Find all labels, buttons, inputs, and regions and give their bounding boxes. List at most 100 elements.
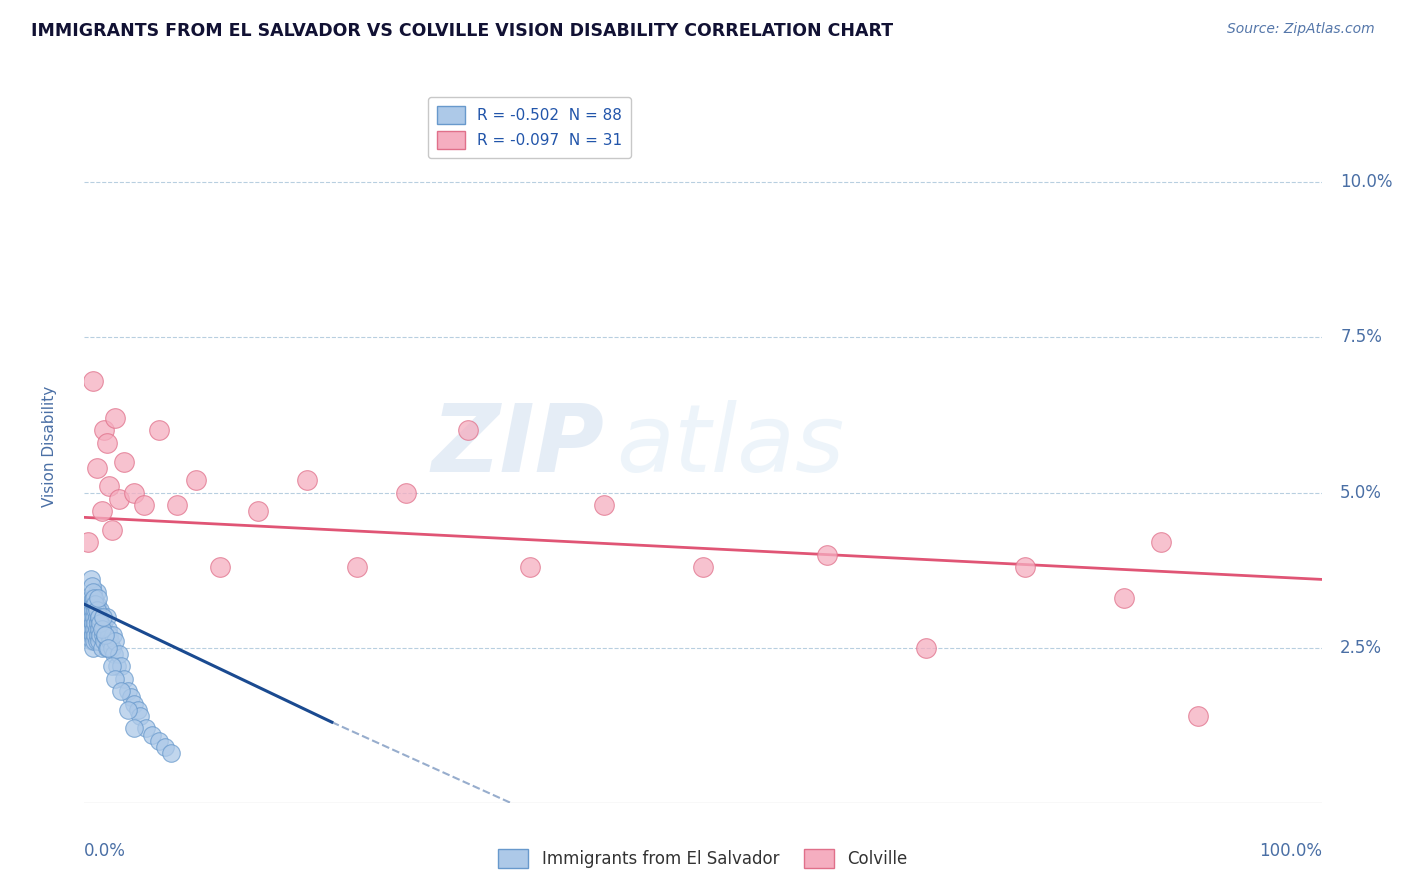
Point <box>100 523 122 537</box>
Point <box>86 597 108 611</box>
Point <box>77 615 100 630</box>
Point <box>84 597 107 611</box>
Point <box>104 672 127 686</box>
Point <box>79 628 101 642</box>
Point <box>692 560 714 574</box>
Point <box>86 460 108 475</box>
Point <box>93 622 115 636</box>
Text: 0.0%: 0.0% <box>84 842 127 860</box>
Point <box>93 634 115 648</box>
Text: 7.5%: 7.5% <box>1340 328 1382 346</box>
Point <box>89 634 111 648</box>
Point <box>82 584 104 599</box>
Point <box>94 628 117 642</box>
Point <box>98 634 121 648</box>
Point <box>160 746 183 760</box>
Point <box>82 615 104 630</box>
Point <box>132 498 155 512</box>
Text: 5.0%: 5.0% <box>1340 483 1382 501</box>
Point <box>90 504 112 518</box>
Point <box>80 609 103 624</box>
Point <box>98 479 121 493</box>
Point <box>82 640 104 655</box>
Point <box>89 622 111 636</box>
Point <box>122 722 145 736</box>
Text: IMMIGRANTS FROM EL SALVADOR VS COLVILLE VISION DISABILITY CORRELATION CHART: IMMIGRANTS FROM EL SALVADOR VS COLVILLE … <box>31 22 893 40</box>
Point <box>86 603 108 617</box>
Point <box>346 560 368 574</box>
Point <box>395 485 418 500</box>
Point <box>86 609 108 624</box>
Point <box>80 597 103 611</box>
Point <box>87 615 110 630</box>
Point <box>79 591 101 605</box>
Point <box>184 473 207 487</box>
Point <box>76 609 98 624</box>
Point <box>815 548 838 562</box>
Point <box>295 473 318 487</box>
Point <box>79 573 101 587</box>
Point <box>246 504 269 518</box>
Point <box>86 622 108 636</box>
Point <box>100 659 122 673</box>
Point <box>91 615 114 630</box>
Point <box>79 603 101 617</box>
Point <box>105 659 128 673</box>
Point <box>120 690 142 705</box>
Point <box>87 628 110 642</box>
Point <box>79 597 101 611</box>
Point <box>90 622 112 636</box>
Point <box>103 647 125 661</box>
Point <box>90 640 112 655</box>
Point <box>93 424 115 438</box>
Point <box>94 628 117 642</box>
Point <box>83 597 105 611</box>
Point <box>148 424 170 438</box>
Point <box>166 498 188 512</box>
Point <box>84 628 107 642</box>
Point <box>110 684 132 698</box>
Point <box>108 647 131 661</box>
Point <box>1150 535 1173 549</box>
Text: atlas: atlas <box>616 401 845 491</box>
Point <box>96 640 118 655</box>
Point <box>79 609 101 624</box>
Point <box>82 603 104 617</box>
Point <box>112 454 135 468</box>
Point <box>79 622 101 636</box>
Point <box>593 498 616 512</box>
Point <box>83 634 105 648</box>
Point <box>117 684 139 698</box>
Point <box>914 640 936 655</box>
Point <box>90 609 112 624</box>
Point <box>141 727 163 741</box>
Point <box>96 436 118 450</box>
Text: 100.0%: 100.0% <box>1258 842 1322 860</box>
Point <box>77 535 100 549</box>
Point <box>89 609 111 624</box>
Point <box>108 491 131 506</box>
Point <box>153 739 176 754</box>
Point <box>1187 709 1209 723</box>
Point <box>77 603 100 617</box>
Point <box>127 703 149 717</box>
Point <box>89 615 111 630</box>
Point <box>457 424 479 438</box>
Point <box>84 615 107 630</box>
Point <box>129 709 152 723</box>
Point <box>148 733 170 747</box>
Point <box>97 640 120 655</box>
Point <box>89 609 111 624</box>
Point <box>87 591 110 605</box>
Point <box>110 659 132 673</box>
Point <box>87 603 110 617</box>
Point <box>79 622 101 636</box>
Point <box>80 579 103 593</box>
Point <box>79 615 101 630</box>
Point <box>86 584 108 599</box>
Point <box>82 374 104 388</box>
Point <box>101 628 124 642</box>
Point <box>98 628 121 642</box>
Legend: Immigrants from El Salvador, Colville: Immigrants from El Salvador, Colville <box>492 842 914 875</box>
Point <box>122 485 145 500</box>
